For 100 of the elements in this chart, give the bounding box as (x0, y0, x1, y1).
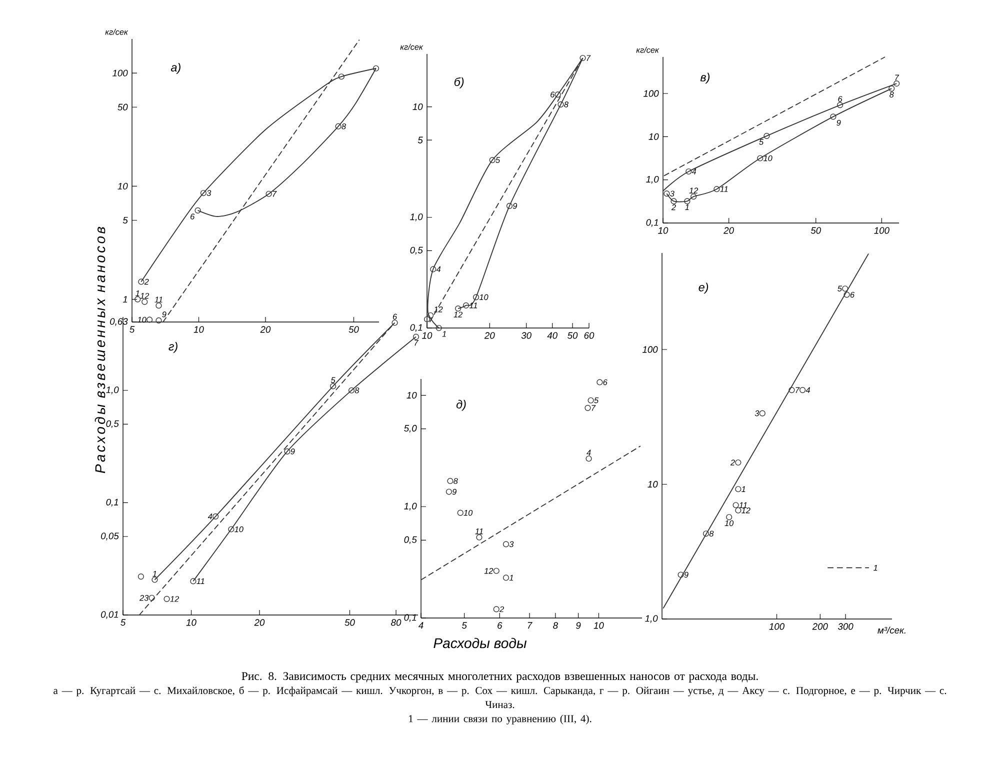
y-tick-label: 0,5 (404, 536, 417, 544)
y-tick-label: 10 (412, 103, 423, 110)
x-tick-label: 20 (724, 227, 734, 234)
annotation: 8 (342, 123, 346, 130)
y-tick-label: 1 (122, 296, 128, 303)
annotation: 10 (764, 155, 772, 162)
annotation: 10 (138, 316, 146, 323)
x-tick-label: 10 (186, 619, 196, 626)
annotation: 4 (208, 514, 212, 520)
x-tick-label: 50 (568, 332, 578, 339)
annotation: 12 (434, 306, 443, 312)
annotation: 11 (720, 186, 728, 192)
y-tick-label: 0,05 (101, 532, 119, 540)
annotation: 12 (689, 188, 698, 194)
annotation: 2 (671, 204, 676, 210)
x-tick-label: 10 (658, 227, 668, 234)
annotation: 8 (709, 530, 714, 537)
y-tick-label: 100 (642, 346, 658, 353)
x-tick-label: 4 (418, 622, 424, 629)
annotation: 2 (499, 606, 504, 612)
text: е) (698, 282, 708, 294)
annotation: 1 (136, 290, 140, 296)
text: в) (700, 72, 710, 84)
annotation: 11 (469, 302, 478, 308)
x-tick-label: 20 (260, 326, 271, 333)
annotation: 5 (838, 286, 842, 292)
annotation: 5 (330, 377, 336, 383)
x-tick-label: 100 (769, 623, 784, 630)
y-tick-label: 1,0 (410, 214, 423, 222)
annotation: 12 (454, 312, 463, 318)
x-tick-label: 100 (874, 227, 890, 234)
annotation: 10 (464, 510, 473, 516)
x-tick-label: 30 (521, 332, 532, 339)
annotation: 9 (836, 120, 841, 126)
x-tick-label: 7 (528, 622, 532, 629)
annotation: 12 (170, 596, 179, 602)
y-tick-label: 100 (643, 90, 659, 97)
x-tick-label: 40 (547, 332, 558, 339)
y-tick-label: 5 (122, 216, 128, 224)
x-tick-label: 6 (498, 622, 502, 629)
x-tick-label: 80 (391, 619, 402, 626)
annotation: 6 (550, 92, 555, 98)
y-tick-label: 0,1 (404, 614, 416, 622)
x-tick-label: 50 (810, 227, 821, 234)
y-tick-label: 10 (118, 182, 128, 190)
x-tick-label: 10 (594, 622, 604, 629)
annotation: 8 (890, 92, 894, 98)
annotation: 5 (759, 139, 764, 145)
annotation: 2 (730, 460, 735, 466)
y-axis-title: кг/сек (400, 44, 424, 50)
annotation: 6 (603, 379, 608, 386)
y-tick-label: 0,5 (410, 246, 423, 255)
annotation: 7 (414, 340, 419, 346)
annotation: 1 (509, 574, 514, 581)
annotation: 4 (586, 450, 591, 456)
annotation: 23 (139, 595, 149, 601)
x-axis-title: Расходы воды (434, 638, 527, 648)
annotation: 1 (742, 486, 746, 492)
text: д) (456, 400, 466, 411)
x-axis-title: м³/сек. (878, 626, 906, 634)
x-tick-label: 9 (576, 622, 581, 629)
annotation: 1 (685, 204, 689, 210)
annotation: 3 (670, 190, 674, 196)
annotation: 3 (509, 541, 514, 548)
annotation: 9 (684, 572, 688, 578)
y-tick-label: 1,0 (645, 615, 658, 623)
annotation: 8 (354, 387, 360, 394)
y-tick-label: 0,5 (106, 420, 119, 428)
x-tick-label: 200 (812, 623, 828, 630)
y-tick-label: 10 (648, 480, 658, 488)
x-tick-label: 300 (838, 623, 854, 630)
text: а — р. Кугартсай — с. Михайловское, б — р. Исфайрамсай — кишл. Учкоргон, в — р. Сох — кишл. Сарыканда, г — р. Ойгаин — устье, д — Аксу — с. Подгорное, е — р. Чирчик — с. Чиназ. (54, 686, 946, 708)
x-tick-label: 8 (553, 622, 558, 629)
annotation: 1 (442, 331, 446, 337)
annotation: 10 (234, 526, 244, 532)
annotation: 1 (874, 564, 878, 571)
y-tick-label: 0,1 (646, 219, 658, 227)
annotation: 4 (692, 168, 696, 174)
y-tick-label: 1,0 (404, 502, 417, 511)
annotation: 9 (512, 203, 518, 209)
y-tick-label: 50 (118, 104, 128, 110)
text: 1 — линии связи по уравнению (III, 4). (408, 714, 592, 724)
annotation: 7 (895, 74, 900, 80)
annotation: 11 (154, 296, 162, 302)
annotation: 6 (190, 214, 195, 220)
x-tick-label: 5 (462, 622, 467, 629)
annotation: 5 (496, 157, 500, 163)
annotation: 7 (586, 55, 591, 61)
annotation: 6 (838, 96, 842, 102)
annotation: 11 (196, 578, 204, 584)
y-tick-label: 5 (418, 136, 423, 144)
x-tick-label: 20 (254, 619, 265, 626)
annotation: 6 (392, 314, 398, 320)
annotation: 6 (850, 292, 855, 298)
annotation: 9 (162, 312, 166, 318)
annotation: 4 (806, 387, 810, 393)
y-tick-label: 10 (648, 133, 659, 140)
annotation: 3 (206, 190, 212, 196)
text: г) (168, 342, 178, 353)
y-tick-label: 1,0 (106, 386, 119, 394)
